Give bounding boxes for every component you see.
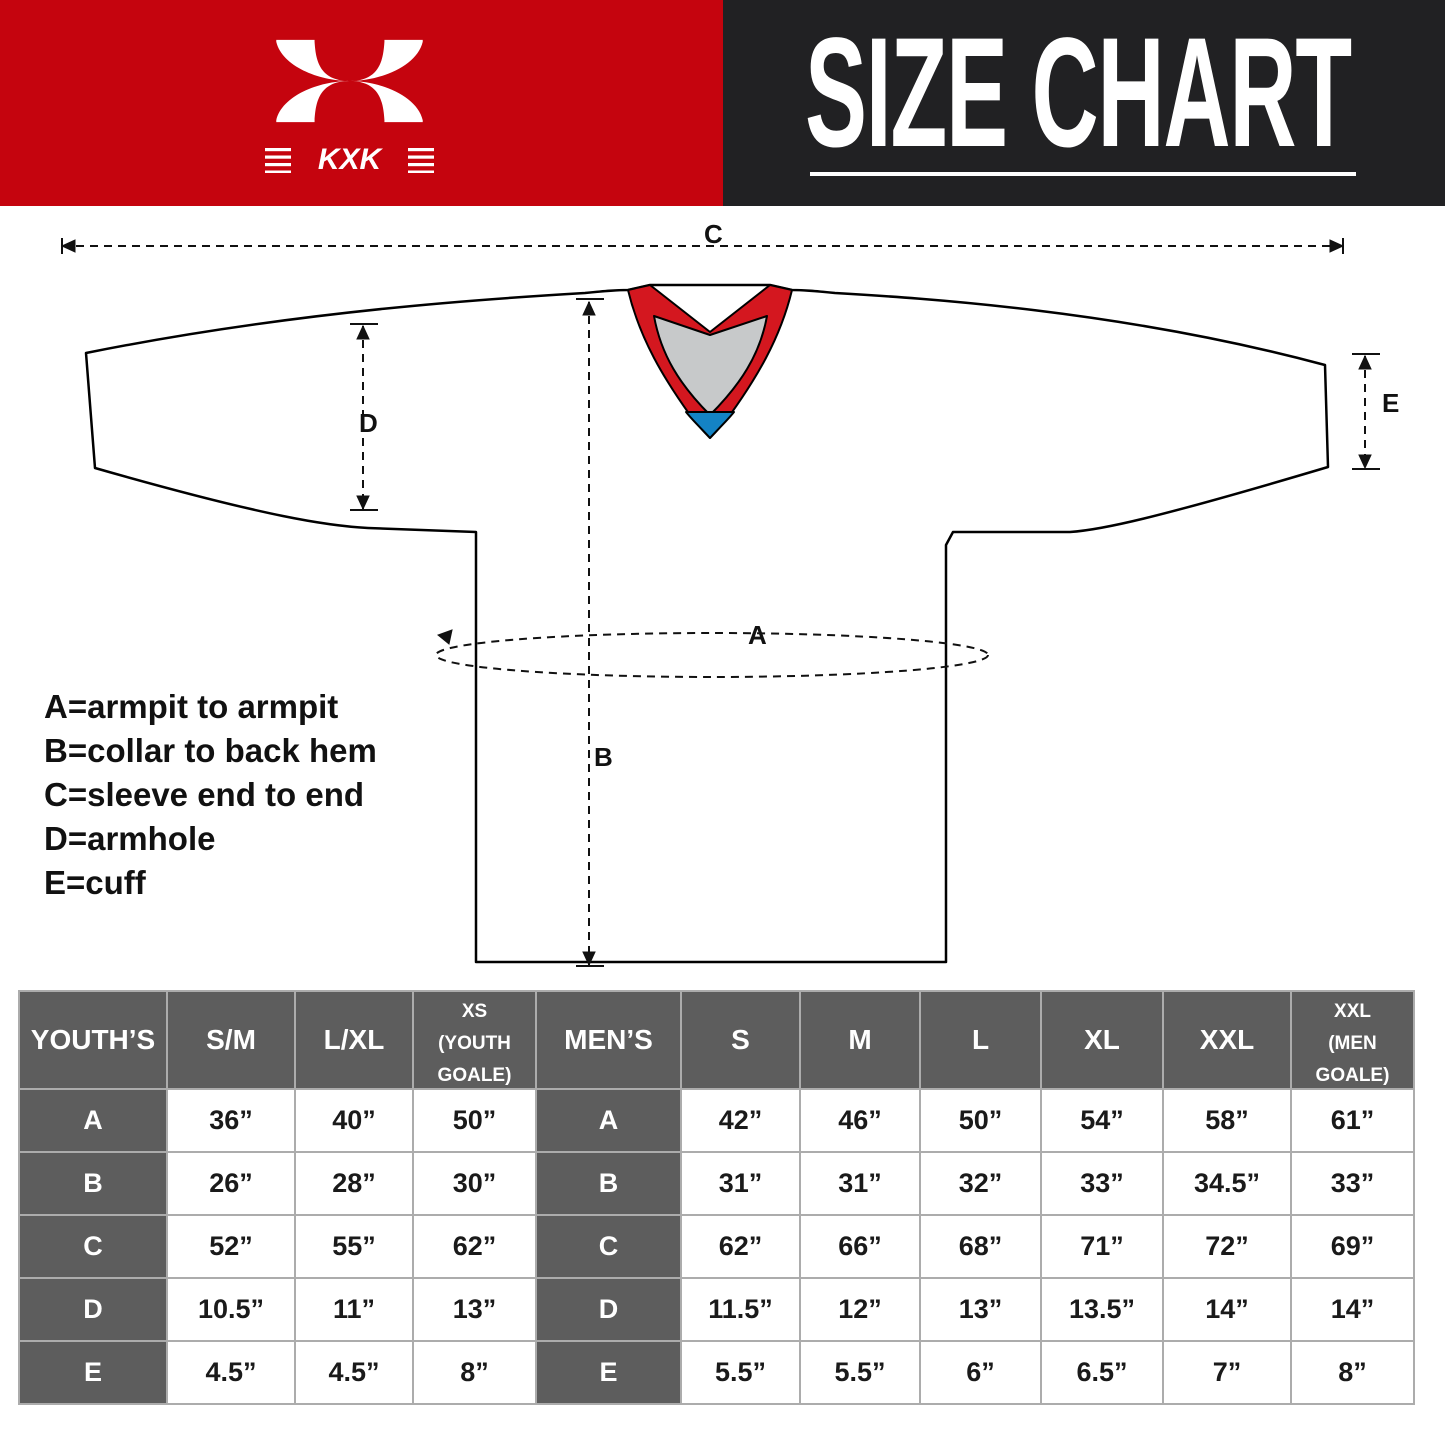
svg-text:KXK: KXK bbox=[318, 145, 384, 173]
